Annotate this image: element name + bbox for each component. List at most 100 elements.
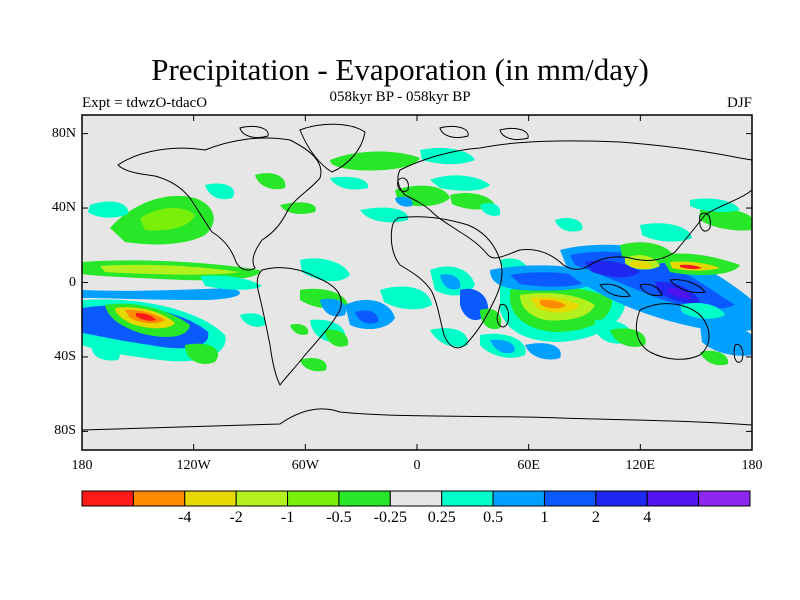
colorbar-label: 0.5 [483, 509, 504, 526]
coastline-new-zealand [733, 343, 744, 363]
contour-region [290, 324, 309, 335]
contour-region [510, 272, 590, 287]
colorbar-label: 2 [591, 509, 600, 526]
contour-region [420, 148, 475, 165]
contour-region [255, 173, 286, 190]
coastline-eurasia [397, 140, 752, 270]
colorbar-label: -1 [280, 509, 295, 526]
lat-tick-label: 40N [51, 200, 76, 216]
coastline-australia [635, 303, 710, 360]
colorbar-label: 4 [643, 509, 652, 526]
coastline-arctic-islands [239, 125, 529, 141]
contour-region [430, 328, 469, 347]
contour-region [700, 350, 729, 366]
colorbar-swatch [441, 490, 494, 507]
contour-fields [82, 148, 752, 372]
colorbar-swatch [338, 490, 391, 507]
coastline-north-america [117, 137, 322, 271]
tick-marks [81, 115, 753, 450]
contour-region [325, 329, 349, 347]
colorbar [81, 490, 751, 507]
lat-tick-label: 80N [51, 125, 76, 141]
contour-region [330, 151, 420, 171]
colorbar-label: 1 [540, 509, 549, 526]
contour-region [668, 287, 691, 300]
lon-tick-label: 120W [176, 458, 211, 473]
contour-region [630, 260, 652, 269]
colorbar-label: -0.25 [373, 509, 407, 526]
colorbar-label: 0.25 [427, 509, 456, 526]
coastline-africa [390, 216, 503, 349]
colorbar-swatch [287, 490, 340, 507]
contour-region [140, 207, 195, 231]
contour-region [330, 176, 369, 190]
lon-tick-label: 60W [291, 458, 319, 473]
colorbar-swatch [184, 490, 237, 507]
contour-region [88, 201, 129, 218]
contour-region [92, 347, 120, 361]
contour-region [100, 264, 240, 275]
lon-tick-label: 180 [71, 458, 93, 473]
lat-tick-label: 40S [54, 348, 76, 364]
colorbar-swatch [698, 490, 751, 507]
contour-region [360, 207, 409, 223]
colorbar-swatch [492, 490, 545, 507]
colorbar-label: -4 [178, 509, 192, 526]
page-title: Precipitation - Evaporation (in mm/day) [151, 52, 649, 87]
contour-region [490, 339, 515, 354]
lat-tick-label: 80S [54, 423, 76, 439]
contour-region [440, 274, 461, 290]
contour-region [640, 223, 692, 242]
season-label: DJF [726, 95, 752, 111]
contour-region [300, 358, 327, 372]
coastline-japan [699, 212, 711, 232]
contour-region [585, 260, 640, 278]
coastline-greenland [299, 123, 366, 173]
colorbar-swatch [132, 490, 186, 507]
contour-region [200, 275, 262, 290]
colorbar-swatch [595, 490, 648, 507]
experiment-label: Expt = tdwzO-tdacO [82, 95, 208, 111]
contour-region [240, 313, 266, 327]
colorbar-swatch [646, 490, 700, 507]
contour-region [380, 286, 432, 310]
contour-region [680, 303, 725, 319]
contour-region [525, 343, 561, 360]
coastline-indonesia [599, 279, 706, 298]
coastline-madagascar [496, 303, 509, 328]
coastline-antarctica [82, 408, 752, 431]
lon-tick-label: 0 [413, 458, 421, 473]
colorbar-label: -2 [229, 509, 243, 526]
colorbar-swatch [235, 490, 289, 507]
contour-region [690, 198, 740, 213]
contour-region [185, 343, 219, 365]
lon-tick-label: 180 [741, 458, 763, 473]
coastline-uk [397, 177, 409, 193]
contour-region [136, 313, 156, 321]
contour-region [320, 298, 346, 317]
coastline-south-america [256, 267, 342, 386]
contour-region [355, 310, 379, 324]
contour-region [680, 264, 702, 270]
contour-region [700, 323, 752, 356]
contour-region [82, 288, 240, 300]
contour-region [540, 299, 566, 309]
plot-subtitle: 058kyr BP - 058kyr BP [329, 89, 471, 105]
contour-region [430, 175, 490, 191]
contour-region [395, 196, 413, 207]
contour-region [480, 308, 502, 330]
colorbar-swatch [543, 490, 597, 507]
lon-tick-label: 60E [517, 458, 540, 473]
coastlines [82, 123, 752, 431]
lon-tick-label: 120E [625, 458, 656, 473]
contour-region [280, 202, 316, 214]
contour-region [205, 183, 235, 200]
contour-region [555, 218, 583, 232]
colorbar-swatch [389, 490, 443, 507]
contour-region [480, 203, 501, 216]
colorbar-label: -0.5 [326, 509, 352, 526]
lat-tick-label: 0 [69, 274, 76, 290]
colorbar-swatch [81, 490, 134, 507]
contour-region [700, 208, 752, 231]
